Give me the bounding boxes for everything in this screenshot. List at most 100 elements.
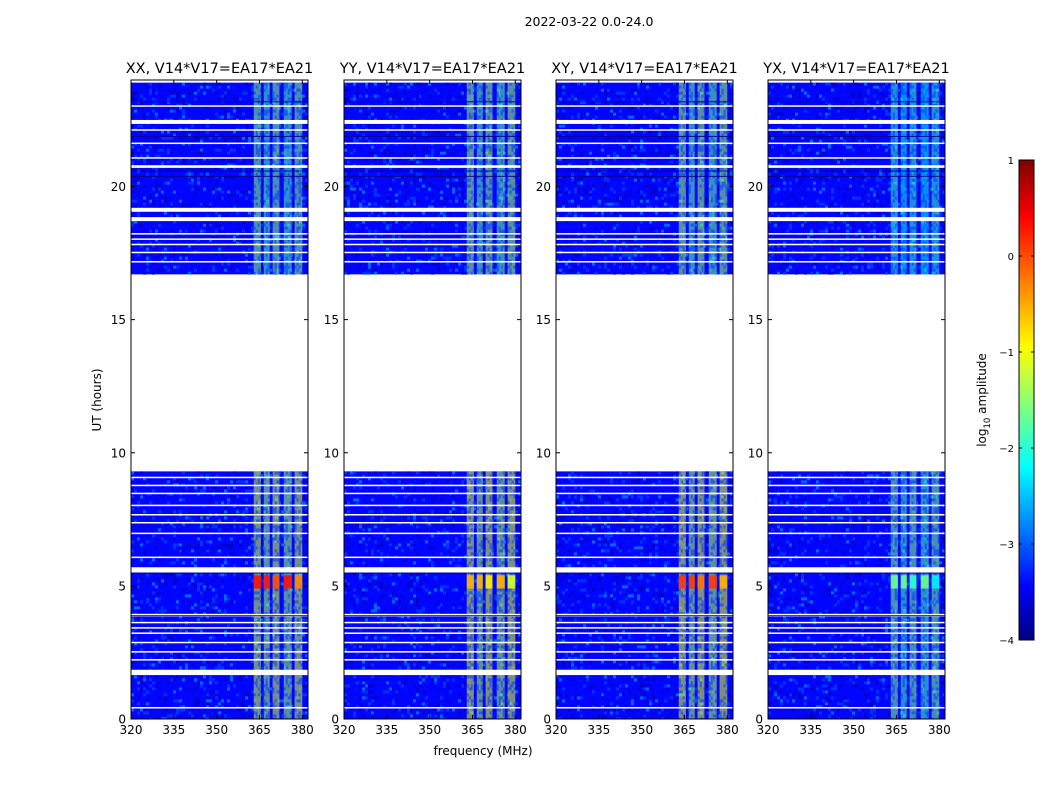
rfi-speckle (688, 474, 695, 718)
flagged-gap (344, 119, 521, 124)
x-tick-label: 335 (162, 723, 185, 737)
flagged-gap (131, 632, 308, 634)
flagged-gap (344, 207, 521, 212)
rfi-channel (507, 471, 516, 719)
flagged-gap (768, 707, 945, 709)
flagged-gap (768, 129, 945, 131)
panel-frame (343, 79, 522, 720)
flagged-gap (768, 567, 945, 573)
dark-line (556, 175, 733, 177)
x-tick-label: 350 (630, 723, 653, 737)
flagged-gap (131, 641, 308, 644)
flagged-gap (768, 521, 945, 524)
rfi-channel (678, 82, 686, 275)
data-block (131, 82, 308, 275)
flagged-gap (556, 651, 733, 653)
flagged-gap (344, 217, 521, 222)
flagged-gap (344, 476, 521, 479)
flagged-gap (344, 632, 521, 634)
flagged-gap (131, 207, 308, 212)
dark-line (344, 135, 521, 137)
flagged-gap (131, 659, 308, 661)
rfi-channel (920, 471, 929, 719)
flagged-gap (556, 669, 733, 676)
flagged-gap (131, 238, 308, 240)
flagged-gap (556, 129, 733, 131)
x-tick-label: 380 (291, 723, 314, 737)
panel-3: XY, V14*V17=EA17*EA21 320 335 350 365 380 0 5 10… (536, 61, 739, 737)
x-tick-label: 365 (885, 723, 908, 737)
rfi-speckle (931, 82, 940, 275)
flagged-gap (556, 627, 733, 629)
flagged-gap (556, 513, 733, 516)
y-tick-label: 20 (536, 180, 551, 194)
flagged-gap (344, 157, 521, 159)
flagged-gap (768, 659, 945, 661)
flagged-gap (768, 532, 945, 535)
flagged-gap (131, 105, 308, 107)
flagged-gap (344, 105, 521, 107)
x-tick-label: 365 (248, 723, 271, 737)
rfi-burst (909, 575, 917, 589)
rfi-channel (931, 471, 940, 719)
y-tick-label: 10 (536, 446, 551, 460)
dark-line (556, 135, 733, 137)
x-tick-label: 335 (587, 723, 610, 737)
y-tick-label: 15 (536, 313, 551, 327)
rfi-speckle (909, 82, 918, 275)
rfi-channel (272, 471, 280, 719)
y-tick-label: 5 (543, 579, 551, 593)
y-tick-label: 20 (324, 180, 339, 194)
x-tick-label: 335 (799, 723, 822, 737)
flagged-gap (768, 119, 945, 124)
dark-line (344, 170, 521, 172)
flagged-gap (556, 567, 733, 573)
y-tick-label: 20 (748, 180, 763, 194)
rfi-channel (253, 471, 261, 719)
flagged-gap (131, 669, 308, 676)
rfi-burst (931, 575, 940, 589)
flagged-gap (131, 651, 308, 653)
flagged-gap (131, 532, 308, 535)
flagged-gap (768, 261, 945, 263)
rfi-speckle (485, 85, 494, 275)
colorbar-tick-label: −4 (999, 636, 1014, 647)
dark-line (344, 572, 521, 574)
flagged-gap (556, 476, 733, 479)
flagged-gap (131, 627, 308, 629)
flagged-gap (344, 251, 521, 254)
flagged-gap (768, 484, 945, 487)
rfi-channel (900, 82, 907, 275)
rfi-burst (294, 575, 303, 589)
rfi-channel (890, 82, 898, 275)
dark-line (556, 615, 733, 617)
dark-line (344, 175, 521, 177)
y-tick-label: 15 (324, 313, 339, 327)
rfi-speckle (283, 82, 292, 275)
rfi-channel (485, 82, 493, 275)
rfi-channel (719, 82, 728, 275)
rfi-channel (283, 82, 292, 275)
heatmap-panels: XX, V14*V17=EA17*EA21 320 335 350 365 380 0 5 10… (111, 61, 951, 737)
dark-line (768, 170, 945, 172)
x-tick-label: 365 (461, 723, 484, 737)
rfi-channel (708, 471, 717, 719)
dark-line (131, 175, 308, 177)
flagged-gap (556, 484, 733, 487)
dark-line (768, 101, 945, 103)
flagged-gap (768, 627, 945, 629)
flagged-gap (131, 251, 308, 254)
flagged-gap (768, 243, 945, 246)
panel-frame (767, 79, 946, 720)
flagged-gap (768, 233, 945, 235)
flagged-gap (344, 627, 521, 629)
rfi-burst (283, 575, 292, 589)
colorbar-tick-label: −2 (999, 444, 1014, 455)
rfi-burst (496, 575, 505, 589)
flagged-gap (131, 484, 308, 487)
y-tick-label: 5 (755, 579, 763, 593)
flagged-gap (344, 556, 521, 559)
dark-line (131, 170, 308, 172)
flagged-gap (131, 492, 308, 495)
flagged-gap (556, 243, 733, 246)
